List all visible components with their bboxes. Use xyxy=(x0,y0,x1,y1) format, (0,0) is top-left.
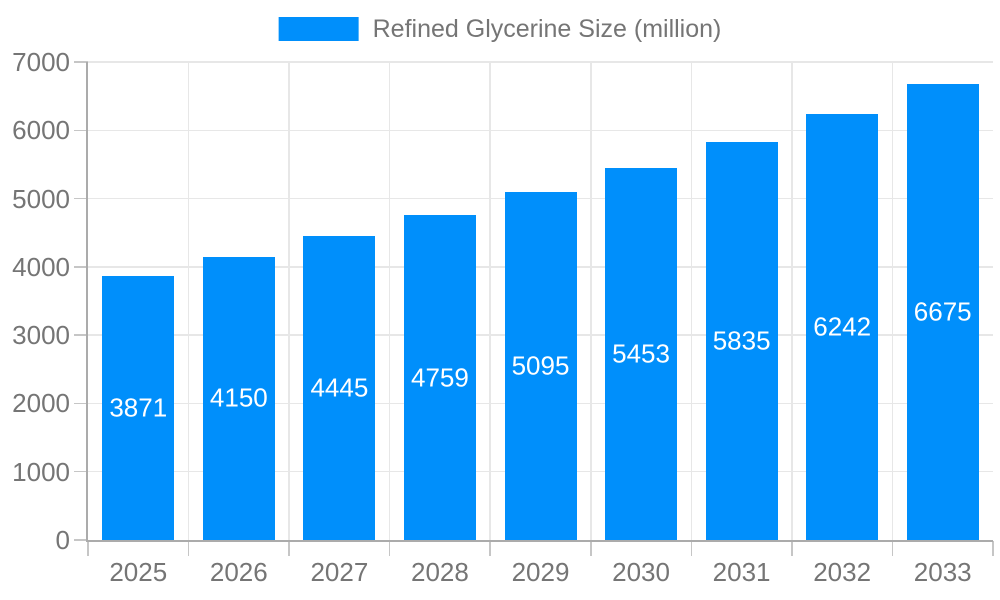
x-axis-tick xyxy=(590,541,592,556)
bar-value-label: 5095 xyxy=(511,350,570,381)
legend-swatch xyxy=(278,17,359,41)
bar xyxy=(202,256,275,540)
x-axis-label: 2030 xyxy=(612,557,670,587)
x-axis-tick xyxy=(87,541,89,556)
bar-value-label: 6675 xyxy=(913,296,972,327)
y-axis-tick xyxy=(74,470,88,473)
x-axis-label: 2028 xyxy=(411,557,469,587)
bar-value-label: 4150 xyxy=(209,382,268,413)
bar-value-label: 4759 xyxy=(411,362,469,392)
x-axis-tick xyxy=(690,541,693,556)
x-axis-tick xyxy=(891,541,894,556)
gridline-horizontal xyxy=(88,61,993,63)
y-axis-line xyxy=(86,62,88,540)
y-axis-label: 2000 xyxy=(12,388,70,419)
bar-value-label: 3871 xyxy=(109,392,168,423)
bar-value-label: 5835 xyxy=(712,325,771,356)
bar xyxy=(102,275,175,540)
x-axis-tick xyxy=(187,541,190,556)
gridline-horizontal xyxy=(88,129,993,132)
y-axis-label: 5000 xyxy=(12,183,70,214)
bar xyxy=(906,84,979,540)
gridline-vertical xyxy=(590,62,592,540)
x-axis-tick xyxy=(992,541,994,556)
legend-label: Refined Glycerine Size (million) xyxy=(372,15,722,43)
y-axis-tick xyxy=(74,197,88,200)
gridline-vertical xyxy=(489,62,491,540)
y-axis-label: 1000 xyxy=(12,456,70,487)
bar-value-label: 6242 xyxy=(813,311,872,342)
x-axis-label: 2029 xyxy=(511,557,570,587)
x-axis-tick xyxy=(791,541,793,556)
y-axis-label: 6000 xyxy=(12,115,70,146)
y-axis-tick xyxy=(74,266,88,268)
x-axis-label: 2032 xyxy=(813,557,872,587)
bar xyxy=(705,141,778,540)
gridline-vertical xyxy=(891,62,894,540)
legend-item[interactable]: Refined Glycerine Size (million) xyxy=(278,14,722,44)
y-axis-label: 3000 xyxy=(12,320,70,351)
x-axis-label: 2033 xyxy=(913,557,972,587)
y-axis-tick xyxy=(74,129,88,132)
bar xyxy=(504,192,577,540)
x-axis-tick xyxy=(489,541,491,556)
bar-value-label: 4445 xyxy=(310,372,369,403)
y-axis-tick xyxy=(74,334,88,336)
bar xyxy=(806,113,879,540)
bar xyxy=(605,167,678,540)
x-axis-label: 2025 xyxy=(109,557,168,587)
x-axis-tick xyxy=(388,541,391,556)
x-axis-tick xyxy=(288,541,290,556)
y-axis-tick xyxy=(74,402,88,405)
x-axis-label: 2027 xyxy=(310,557,369,587)
bar xyxy=(303,236,376,540)
x-axis-label: 2031 xyxy=(712,557,771,587)
gridline-vertical xyxy=(690,62,693,540)
y-axis-label: 7000 xyxy=(12,47,70,77)
y-axis-label: 4000 xyxy=(12,251,70,282)
gridline-vertical xyxy=(187,62,190,540)
y-axis-label: 0 xyxy=(55,525,70,555)
gridline-vertical xyxy=(388,62,391,540)
x-axis-line xyxy=(86,540,993,542)
bar-value-label: 5453 xyxy=(612,338,670,369)
x-axis-label: 2026 xyxy=(209,557,268,587)
gridline-vertical xyxy=(791,62,793,540)
bar xyxy=(403,215,476,540)
y-axis-tick xyxy=(74,539,88,541)
gridline-vertical xyxy=(288,62,290,540)
y-axis-tick xyxy=(74,61,88,63)
